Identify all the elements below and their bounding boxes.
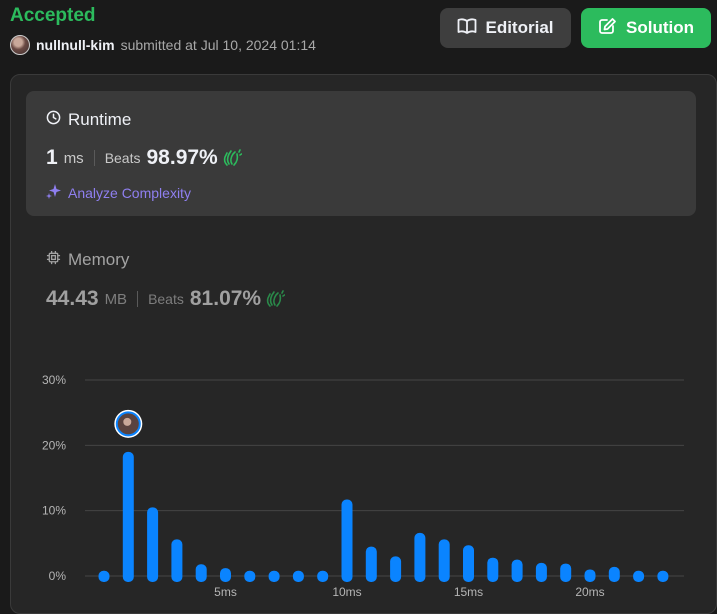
- editorial-button[interactable]: Editorial: [440, 8, 571, 48]
- username-link[interactable]: nullnull-kim: [36, 37, 115, 53]
- status-accepted: Accepted: [10, 5, 96, 26]
- runtime-stats: 1 ms Beats 98.97%: [46, 146, 242, 170]
- bar: [608, 566, 620, 582]
- bar: [122, 451, 134, 582]
- bar: [463, 545, 474, 582]
- runtime-title-label: Runtime: [68, 110, 132, 129]
- analyze-complexity-link[interactable]: Analyze Complexity: [46, 183, 191, 202]
- bar: [171, 539, 183, 582]
- bar: [292, 570, 304, 582]
- chip-icon: [46, 250, 61, 270]
- memory-beats-value: 81.07%: [189, 287, 262, 310]
- bar: [268, 570, 280, 582]
- memory-beats-label: Beats: [148, 291, 184, 307]
- bar: [560, 563, 572, 582]
- clock-icon: [46, 110, 61, 130]
- y-tick-label: 10%: [42, 504, 66, 518]
- y-tick-label: 20%: [42, 438, 66, 452]
- user-marker-face: [123, 417, 132, 426]
- submitted-time: submitted at Jul 10, 2024 01:14: [120, 37, 316, 53]
- x-tick-label: 15ms: [454, 585, 483, 599]
- runtime-beats-label: Beats: [104, 150, 141, 166]
- memory-stats: 44.43 MB Beats 81.07%: [46, 287, 286, 311]
- book-icon: [457, 17, 477, 40]
- bar: [414, 532, 426, 582]
- memory-value: 44.43: [46, 287, 99, 310]
- bar: [657, 570, 669, 582]
- bar: [390, 556, 402, 582]
- runtime-distribution-chart[interactable]: 0% 10% 20% 30% 5ms 10ms 15ms 20ms: [0, 360, 717, 599]
- x-tick-label: 20ms: [575, 585, 604, 599]
- y-tick-label: 0%: [49, 569, 67, 583]
- bar: [220, 568, 231, 582]
- memory-unit: MB: [104, 290, 128, 308]
- editorial-label: Editorial: [485, 18, 554, 37]
- bar: [511, 559, 523, 582]
- bar: [365, 546, 377, 582]
- bar: [633, 570, 645, 582]
- submission-meta: nullnull-kim submitted at Jul 10, 2024 0…: [10, 35, 316, 55]
- clap-icon: [222, 149, 242, 167]
- y-tick-label: 30%: [42, 373, 66, 387]
- bar: [535, 562, 547, 582]
- divider: [93, 150, 95, 166]
- solution-label: Solution: [626, 18, 694, 37]
- sparkle-icon: [46, 183, 62, 202]
- runtime-beats-value: 98.97%: [146, 146, 218, 169]
- x-tick-label: 5ms: [214, 585, 237, 599]
- bar: [244, 570, 256, 582]
- x-tick-label: 10ms: [332, 585, 361, 599]
- edit-icon: [598, 17, 618, 40]
- analyze-label: Analyze Complexity: [68, 184, 191, 201]
- runtime-card[interactable]: Runtime 1 ms Beats 98.97% Analyze Comple…: [26, 91, 696, 216]
- bar: [487, 557, 499, 582]
- bar: [147, 507, 159, 582]
- clap-icon: [265, 290, 286, 308]
- bar: [341, 499, 353, 582]
- bar: [195, 564, 207, 582]
- runtime-title: Runtime: [46, 110, 131, 130]
- bar: [584, 569, 596, 582]
- avatar[interactable]: [10, 35, 30, 55]
- bar: [317, 570, 329, 582]
- solution-button[interactable]: Solution: [581, 8, 711, 48]
- bar: [438, 539, 450, 582]
- memory-title[interactable]: Memory: [46, 250, 129, 270]
- runtime-value: 1: [46, 146, 58, 169]
- memory-title-label: Memory: [68, 250, 130, 269]
- runtime-unit: ms: [63, 149, 84, 167]
- bar: [98, 570, 110, 582]
- divider: [137, 291, 139, 307]
